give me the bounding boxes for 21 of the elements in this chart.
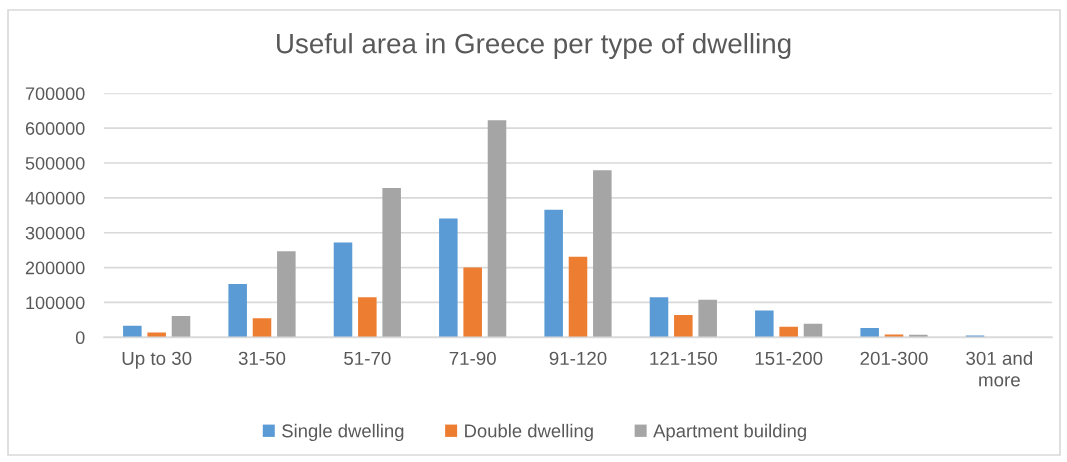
legend-label: Double dwelling [465, 423, 593, 442]
legend-label: Apartment building [653, 423, 806, 442]
x-tick-label: 151-200 [755, 351, 823, 365]
y-tick-label: 400000 [25, 191, 85, 205]
x-tick-label: 301 and more [966, 351, 1033, 387]
y-tick-label: 500000 [25, 156, 85, 170]
chart-title: Useful area in Greece per type of dwelling [277, 33, 791, 59]
x-tick-label: 51-70 [344, 351, 391, 365]
x-tick-label: 121-150 [650, 351, 718, 365]
x-tick-label: 31-50 [238, 351, 286, 365]
legend-label: Single dwelling [282, 423, 404, 442]
x-tick-label: 201-300 [860, 351, 928, 365]
y-tick-label: 300000 [25, 226, 85, 240]
y-tick-label: 200000 [25, 261, 85, 275]
y-tick-label: 0 [75, 331, 85, 345]
y-tick-label: 100000 [26, 296, 85, 310]
x-tick-label: 91-120 [549, 351, 607, 365]
y-tick-label: 700000 [25, 87, 85, 101]
y-tick-label: 600000 [25, 122, 85, 135]
x-tick-label: 71-90 [449, 351, 496, 365]
x-tick-label: Up to 30 [122, 351, 192, 369]
